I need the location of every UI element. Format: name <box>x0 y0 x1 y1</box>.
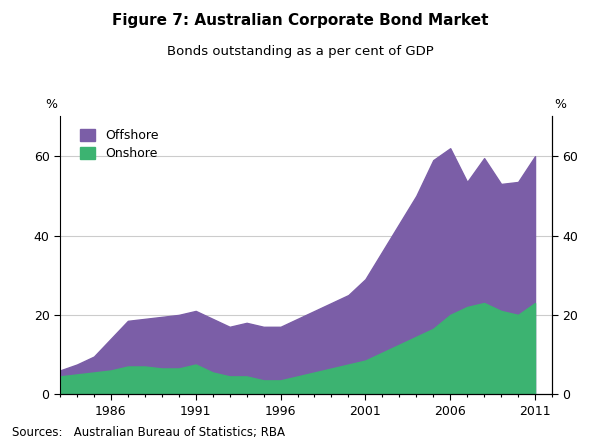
Text: %: % <box>554 98 566 111</box>
Text: %: % <box>46 98 58 111</box>
Legend: Offshore, Onshore: Offshore, Onshore <box>76 125 162 164</box>
Text: Bonds outstanding as a per cent of GDP: Bonds outstanding as a per cent of GDP <box>167 45 433 58</box>
Text: Figure 7: Australian Corporate Bond Market: Figure 7: Australian Corporate Bond Mark… <box>112 13 488 28</box>
Text: Sources:   Australian Bureau of Statistics; RBA: Sources: Australian Bureau of Statistics… <box>12 426 285 439</box>
